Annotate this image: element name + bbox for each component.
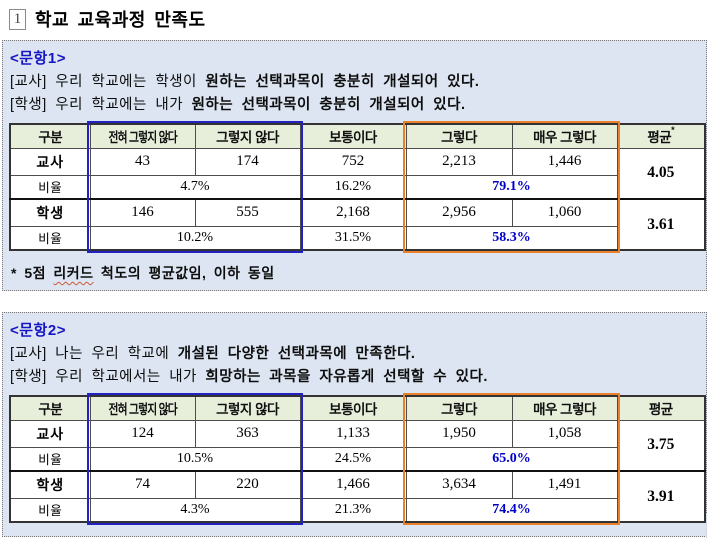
- average-cell: 3.75: [616, 419, 706, 472]
- count-cell: 3,634: [405, 470, 513, 499]
- count-cell: 146: [89, 198, 196, 227]
- count-cell: 43: [89, 147, 196, 176]
- negative-ratio-cell: 10.5%: [89, 446, 301, 472]
- group-label: 학생: [9, 470, 91, 499]
- likert-scale-footnote: * 5점 리커드 척도의 평균값임, 이하 동일: [8, 258, 702, 284]
- count-cell: 1,060: [511, 198, 618, 227]
- count-cell: 220: [194, 470, 301, 499]
- question-2-table: 구분 전혀 그렇지 않다 그렇지 않다 보통이다 그렇다 매우 그렇다 평균 교…: [9, 395, 706, 523]
- header-cell-disagree: 그렇지 않다: [194, 395, 301, 421]
- group-label: 교사: [9, 147, 91, 176]
- header-cell-neutral: 보통이다: [299, 123, 407, 149]
- count-cell: 174: [194, 147, 301, 176]
- question-2-heading: <문항2>: [10, 322, 66, 339]
- header-cell-strongly-agree: 매우 그렇다: [511, 123, 618, 149]
- statement-emphasis: 원하는 선택과목이 충분히 개설되어 있다.: [205, 74, 480, 90]
- header-cell-disagree: 그렇지 않다: [194, 123, 301, 149]
- neutral-ratio-cell: 24.5%: [299, 446, 407, 472]
- page-title-text: 학교 교육과정 만족도: [35, 10, 206, 30]
- teacher-count-row: 교사 124 363 1,133 1,950 1,058 3.75: [9, 419, 706, 472]
- question-1-table: 구분 전혀 그렇지 않다 그렇지 않다 보통이다 그렇다 매우 그렇다 평균* …: [9, 123, 706, 251]
- header-cell-category: 구분: [9, 395, 91, 421]
- count-cell: 2,168: [299, 198, 407, 227]
- count-cell: 1,491: [511, 470, 618, 499]
- page-title: 1 학교 교육과정 만족도: [0, 0, 710, 33]
- question-1-section: <문항1> [교사] 우리 학교에는 학생이 원하는 선택과목이 충분히 개설되…: [2, 40, 707, 291]
- table-header-row: 구분 전혀 그렇지 않다 그렇지 않다 보통이다 그렇다 매우 그렇다 평균: [9, 395, 706, 421]
- negative-ratio-cell: 4.7%: [89, 174, 301, 200]
- count-cell: 124: [89, 419, 196, 448]
- student-ratio-row: 비율 10.2% 31.5% 58.3%: [9, 225, 705, 251]
- header-cell-average: 평균*: [616, 123, 706, 149]
- ratio-label: 비율: [9, 174, 91, 200]
- section-number-box: 1: [9, 8, 26, 30]
- question-1-teacher-statement: [교사] 우리 학교에는 학생이 원하는 선택과목이 충분히 개설되어 있다.: [8, 71, 702, 94]
- question-2-student-statement: [학생] 우리 학교에서는 내가 희망하는 과목을 자유롭게 선택할 수 있다.: [8, 366, 702, 389]
- average-cell: 3.61: [616, 198, 706, 251]
- neutral-ratio-cell: 31.5%: [299, 225, 407, 251]
- header-cell-neutral: 보통이다: [299, 395, 407, 421]
- statement-prefix: [교사] 나는 우리 학교에: [10, 346, 178, 362]
- count-cell: 1,058: [511, 419, 618, 448]
- count-cell: 2,956: [405, 198, 513, 227]
- footnote-suffix: 척도의 평균값임, 이하 동일: [93, 265, 275, 281]
- average-footnote-marker: *: [671, 125, 675, 136]
- question-2-teacher-statement: [교사] 나는 우리 학교에 개설된 다양한 선택과목에 만족한다.: [8, 343, 702, 366]
- question-1-table-wrap: 구분 전혀 그렇지 않다 그렇지 않다 보통이다 그렇다 매우 그렇다 평균* …: [9, 121, 706, 253]
- page-edge-line: [706, 514, 707, 538]
- header-cell-category: 구분: [9, 123, 91, 149]
- negative-ratio-cell: 10.2%: [89, 225, 301, 251]
- count-cell: 2,213: [405, 147, 513, 176]
- neutral-ratio-cell: 21.3%: [299, 497, 407, 523]
- question-2-table-wrap: 구분 전혀 그렇지 않다 그렇지 않다 보통이다 그렇다 매우 그렇다 평균 교…: [9, 393, 706, 525]
- statement-emphasis: 원하는 선택과목이 충분히 개설되어 있다.: [191, 97, 466, 113]
- student-ratio-row: 비율 4.3% 21.3% 74.4%: [9, 497, 705, 523]
- count-cell: 752: [299, 147, 407, 176]
- teacher-count-row: 교사 43 174 752 2,213 1,446 4.05: [9, 147, 706, 200]
- question-1-heading: <문항1>: [10, 50, 66, 67]
- header-cell-agree: 그렇다: [405, 123, 513, 149]
- ratio-label: 비율: [9, 497, 91, 523]
- count-cell: 555: [194, 198, 301, 227]
- count-cell: 1,950: [405, 419, 513, 448]
- statement-emphasis: 희망하는 과목을 자유롭게 선택할 수 있다.: [205, 369, 488, 385]
- ratio-label: 비율: [9, 225, 91, 251]
- header-cell-average: 평균: [616, 395, 706, 421]
- teacher-ratio-row: 비율 4.7% 16.2% 79.1%: [9, 174, 705, 200]
- positive-ratio-cell: 58.3%: [405, 225, 618, 251]
- count-cell: 1,466: [299, 470, 407, 499]
- header-cell-agree: 그렇다: [405, 395, 513, 421]
- negative-ratio-cell: 4.3%: [89, 497, 301, 523]
- statement-prefix: [교사] 우리 학교에는 학생이: [10, 74, 206, 90]
- neutral-ratio-cell: 16.2%: [299, 174, 407, 200]
- ratio-label: 비율: [9, 446, 91, 472]
- student-count-row: 학생 146 555 2,168 2,956 1,060 3.61: [9, 198, 706, 251]
- count-cell: 1,133: [299, 419, 407, 448]
- statement-prefix: [학생] 우리 학교에는 내가: [10, 97, 192, 113]
- header-cell-strongly-disagree: 전혀 그렇지 않다: [89, 395, 196, 421]
- positive-ratio-cell: 65.0%: [405, 446, 618, 472]
- positive-ratio-cell: 74.4%: [405, 497, 618, 523]
- count-cell: 363: [194, 419, 301, 448]
- header-cell-strongly-agree: 매우 그렇다: [511, 395, 618, 421]
- header-cell-strongly-disagree: 전혀 그렇지 않다: [89, 123, 196, 149]
- average-cell: 4.05: [616, 147, 706, 200]
- footnote-spellcheck-word: 리커드: [53, 265, 94, 281]
- group-label: 학생: [9, 198, 91, 227]
- question-2-section: <문항2> [교사] 나는 우리 학교에 개설된 다양한 선택과목에 만족한다.…: [2, 312, 707, 537]
- student-count-row: 학생 74 220 1,466 3,634 1,491 3.91: [9, 470, 706, 523]
- footnote-prefix: * 5점: [11, 265, 54, 281]
- statement-emphasis: 개설된 다양한 선택과목에 만족한다.: [177, 346, 416, 362]
- count-cell: 1,446: [511, 147, 618, 176]
- teacher-ratio-row: 비율 10.5% 24.5% 65.0%: [9, 446, 705, 472]
- count-cell: 74: [89, 470, 196, 499]
- group-label: 교사: [9, 419, 91, 448]
- positive-ratio-cell: 79.1%: [405, 174, 618, 200]
- average-cell: 3.91: [616, 470, 706, 523]
- question-1-student-statement: [학생] 우리 학교에는 내가 원하는 선택과목이 충분히 개설되어 있다.: [8, 94, 702, 117]
- statement-prefix: [학생] 우리 학교에서는 내가: [10, 369, 206, 385]
- table-header-row: 구분 전혀 그렇지 않다 그렇지 않다 보통이다 그렇다 매우 그렇다 평균*: [9, 123, 706, 149]
